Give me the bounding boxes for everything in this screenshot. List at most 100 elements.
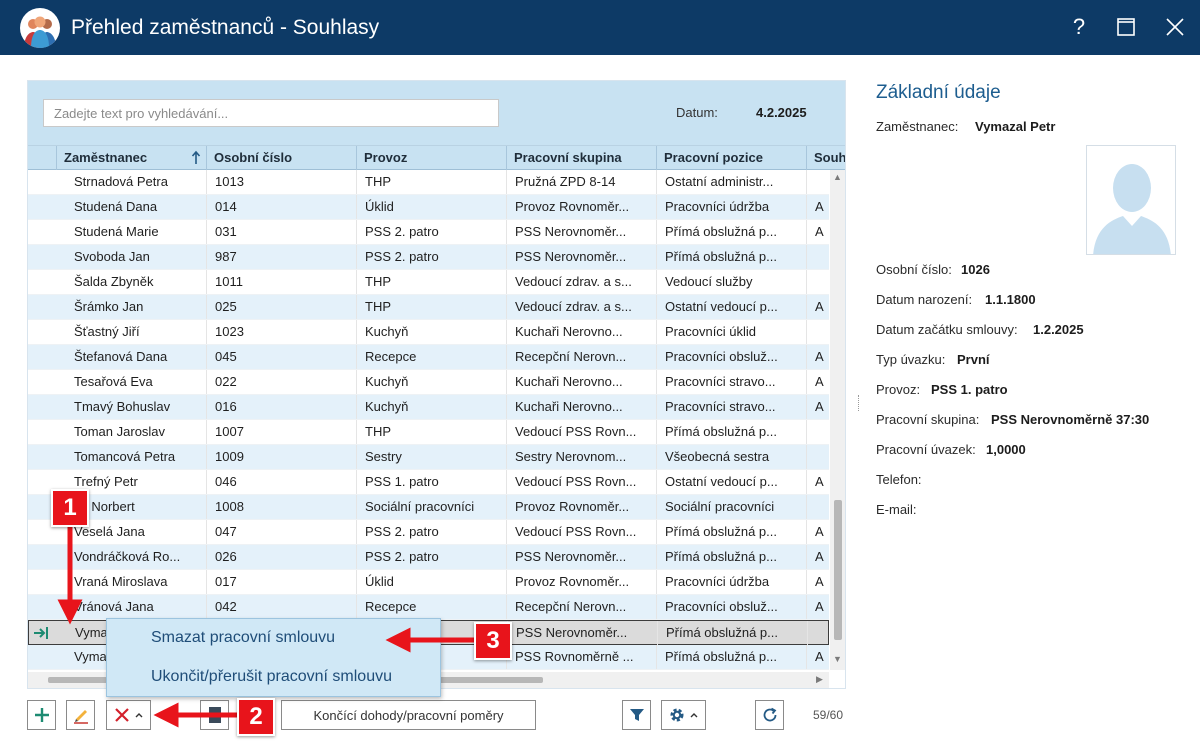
employee-value: Vymazal Petr — [975, 119, 1056, 134]
cell-personal-number: 016 — [206, 395, 356, 419]
column-header-consent[interactable]: Souh — [806, 146, 845, 170]
table-row[interactable]: Vraná Miroslava 017 Úklid Provoz Rovnoměr..… — [28, 570, 829, 595]
column-header-personal-number[interactable]: Osobní číslo — [206, 146, 356, 170]
ending-contracts-button[interactable]: Končící dohody/pracovní poměry — [281, 700, 536, 730]
search-bar: Datum: 4.2.2025 — [28, 81, 845, 145]
cell-work-position: Přímá obslužná p... — [656, 220, 806, 244]
help-button[interactable]: ? — [1064, 12, 1094, 42]
cell-work-position: Přímá obslužná p... — [656, 245, 806, 269]
search-input[interactable] — [43, 99, 499, 127]
scroll-up-icon[interactable]: ▲ — [833, 172, 842, 182]
cell-provoz: PSS 2. patro — [356, 245, 506, 269]
column-header-work-position[interactable]: Pracovní pozice — [656, 146, 806, 170]
detail-field-value: PSS Nerovnoměrně 37:30 — [991, 412, 1150, 427]
table-row[interactable]: Strnadová Petra 1013 THP Pružná ZPD 8-14 Ost… — [28, 170, 829, 195]
export-button[interactable] — [200, 700, 229, 730]
menu-item-delete-contract[interactable]: Smazat pracovní smlouvu — [151, 629, 336, 646]
table-row[interactable]: Svoboda Jan 987 PSS 2. patro PSS Nerovnoměr… — [28, 245, 829, 270]
filter-button[interactable] — [622, 700, 651, 730]
refresh-button[interactable] — [755, 700, 784, 730]
maximize-button[interactable] — [1111, 12, 1141, 42]
cell-provoz: THP — [356, 420, 506, 444]
cell-work-position: Přímá obslužná p... — [657, 621, 807, 645]
table-row[interactable]: Tesařová Eva 022 Kuchyň Kuchaři Nerovno... P… — [28, 370, 829, 395]
cell-work-group: Vedoucí PSS Rovn... — [506, 520, 656, 544]
cell-work-position: Všeobecná sestra — [656, 445, 806, 469]
cell-provoz: Sociální pracovníci — [356, 495, 506, 519]
cell-provoz: THP — [356, 295, 506, 319]
cell-provoz: Recepce — [356, 345, 506, 369]
cell-personal-number: 025 — [206, 295, 356, 319]
detail-field-label: Osobní číslo: — [876, 262, 952, 277]
cell-consent — [806, 270, 836, 294]
detail-field-value: 1.1.1800 — [985, 292, 1036, 307]
table-row[interactable]: Trefný Petr 046 PSS 1. patro Vedoucí PSS Ro… — [28, 470, 829, 495]
cell-personal-number: 042 — [206, 595, 356, 619]
scroll-right-icon[interactable]: ▶ — [816, 674, 823, 684]
cell-personal-number: 026 — [206, 545, 356, 569]
cell-work-position: Pracovníci stravo... — [656, 395, 806, 419]
cell-personal-number: 1011 — [206, 270, 356, 294]
cell-work-group: PSS Rovnoměrně ... — [506, 645, 656, 669]
table-row[interactable]: Tmavý Bohuslav 016 Kuchyň Kuchaři Nerovno..… — [28, 395, 829, 420]
cell-provoz: PSS 1. patro — [356, 470, 506, 494]
scroll-thumb[interactable] — [834, 500, 842, 640]
annotation-badge-3: 3 — [474, 622, 512, 660]
cell-consent: A — [806, 595, 836, 619]
delete-dropdown-button[interactable] — [106, 700, 151, 730]
cell-employee: Šalda Zbyněk — [74, 274, 154, 289]
table-row[interactable]: Vránová Jana 042 Recepce Recepční Nerovn...… — [28, 595, 829, 620]
cell-consent: A — [806, 370, 836, 394]
cell-work-group: Kuchaři Nerovno... — [506, 395, 656, 419]
detail-field-label: Pracovní úvazek: — [876, 442, 976, 457]
cell-work-position: Ostatní vedoucí p... — [656, 470, 806, 494]
cell-consent: A — [806, 195, 836, 219]
table-row[interactable]: Tomancová Petra 1009 Sestry Sestry Nerovnom… — [28, 445, 829, 470]
cell-consent: A — [806, 295, 836, 319]
column-header-work-group[interactable]: Pracovní skupina — [506, 146, 656, 170]
vertical-scrollbar[interactable]: ▲ ▼ — [830, 170, 845, 670]
detail-field-label: Pracovní skupina: — [876, 412, 980, 427]
table-row[interactable]: Toman Jaroslav 1007 THP Vedoucí PSS Rovn...… — [28, 420, 829, 445]
sort-ascending-icon — [191, 146, 201, 171]
close-button[interactable] — [1160, 12, 1190, 42]
table-row[interactable]: Štefanová Dana 045 Recepce Recepční Nerovn.… — [28, 345, 829, 370]
cell-personal-number: 1013 — [206, 170, 356, 194]
header-marker-column — [28, 146, 56, 170]
table-row[interactable]: Šťastný Jiří 1023 Kuchyň Kuchaři Nerovno...… — [28, 320, 829, 345]
column-header-label: Zaměstnanec — [64, 150, 148, 165]
refresh-icon — [763, 707, 776, 722]
datum-label: Datum: — [676, 105, 718, 120]
cell-employee: Veselá Jana — [74, 524, 145, 539]
cell-consent: A — [806, 345, 836, 369]
column-header-employee[interactable]: Zaměstnanec — [56, 146, 206, 170]
table-row[interactable]: ch Norbert 1008 Sociální pracovníci Provoz … — [28, 495, 829, 520]
menu-item-end-contract[interactable]: Ukončit/přerušit pracovní smlouvu — [151, 668, 392, 685]
cell-employee: Štefanová Dana — [74, 349, 168, 364]
table-row[interactable]: Šalda Zbyněk 1011 THP Vedoucí zdrav. a s...… — [28, 270, 829, 295]
cell-employee: Vyma — [75, 625, 108, 640]
scroll-down-icon[interactable]: ▼ — [833, 654, 842, 664]
cell-employee: Tomancová Petra — [74, 449, 176, 464]
people-group-icon — [20, 7, 60, 48]
cell-employee: Šťastný Jiří — [74, 324, 140, 339]
cell-work-position: Vedoucí služby — [656, 270, 806, 294]
settings-dropdown-button[interactable] — [661, 700, 706, 730]
table-row[interactable]: Veselá Jana 047 PSS 2. patro Vedoucí PSS Ro… — [28, 520, 829, 545]
column-header-label: Osobní číslo — [214, 150, 293, 165]
record-counter: 59/60 — [813, 708, 844, 722]
splitter-handle[interactable] — [858, 395, 860, 411]
table-row[interactable]: Šrámko Jan 025 THP Vedoucí zdrav. a s... Ost… — [28, 295, 829, 320]
cell-provoz: THP — [356, 270, 506, 294]
add-button[interactable] — [27, 700, 56, 730]
table-row[interactable]: Studená Dana 014 Úklid Provoz Rovnoměr... Pr… — [28, 195, 829, 220]
detail-field-value: První — [957, 352, 990, 367]
column-header-provoz[interactable]: Provoz — [356, 146, 506, 170]
table-row[interactable]: Studená Marie 031 PSS 2. patro PSS Nerovnom… — [28, 220, 829, 245]
cell-work-group: Kuchaři Nerovno... — [506, 370, 656, 394]
maximize-icon — [1117, 18, 1135, 36]
cell-work-position: Pracovníci obsluž... — [656, 595, 806, 619]
table-row[interactable]: Vondráčková Ro... 026 PSS 2. patro PSS Nero… — [28, 545, 829, 570]
edit-button[interactable] — [66, 700, 95, 730]
cell-consent — [806, 420, 836, 444]
